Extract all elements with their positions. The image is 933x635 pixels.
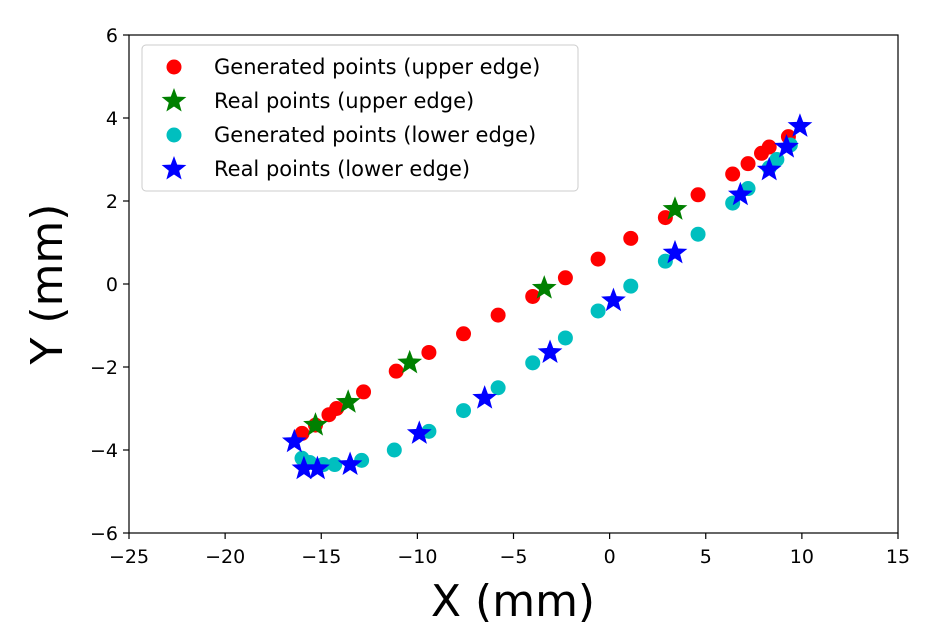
data-point-circle	[761, 139, 777, 155]
data-point-circle	[329, 401, 345, 416]
data-point-star	[662, 239, 688, 264]
data-point-star	[662, 196, 688, 220]
x-tick-label: 5	[700, 546, 712, 568]
x-tick-label: 0	[604, 546, 616, 568]
legend-label: Generated points (lower edge)	[214, 123, 536, 147]
legend-circle-marker	[166, 59, 182, 75]
data-point-circle	[456, 403, 472, 419]
y-tick-label: 4	[106, 108, 118, 130]
data-point-star	[397, 349, 423, 374]
x-tick-label: −5	[499, 546, 527, 568]
y-axis-title: Y (mm)	[22, 204, 73, 366]
data-point-star	[537, 339, 563, 363]
data-point-circle	[525, 288, 541, 304]
data-point-star	[305, 455, 330, 480]
data-point-star	[787, 113, 813, 137]
data-point-circle	[690, 187, 706, 203]
x-tick-label: −25	[109, 546, 149, 568]
data-point-circle	[690, 226, 706, 242]
data-point-star	[472, 385, 498, 409]
legend-circle-marker	[166, 127, 182, 143]
data-point-circle	[421, 344, 437, 360]
data-point-star	[756, 156, 782, 181]
legend-label: Generated points (upper edge)	[214, 55, 540, 79]
data-point-star	[406, 420, 432, 444]
y-tick-label: 2	[106, 191, 118, 213]
data-point-star	[291, 455, 317, 480]
data-point-circle	[294, 425, 310, 441]
data-point-circle	[623, 230, 639, 246]
data-point-star	[601, 287, 626, 312]
x-tick-label: −15	[301, 546, 341, 568]
data-point-star	[281, 428, 307, 453]
series-3	[281, 113, 813, 480]
data-point-star	[727, 181, 753, 206]
x-tick-label: −10	[397, 546, 437, 568]
legend-label: Real points (lower edge)	[214, 157, 470, 181]
data-point-circle	[623, 278, 639, 294]
data-point-star	[337, 451, 363, 476]
data-point-circle	[590, 251, 606, 267]
data-point-circle	[725, 166, 741, 182]
data-point-circle	[557, 330, 573, 346]
y-tick-label: 0	[106, 274, 118, 296]
data-point-circle	[525, 355, 541, 371]
legend-box	[141, 44, 579, 192]
data-point-circle	[590, 303, 606, 319]
legend-label: Real points (upper edge)	[214, 89, 474, 113]
x-axis-title: X (mm)	[431, 576, 595, 627]
data-point-circle	[557, 270, 573, 286]
data-point-circle	[356, 384, 372, 400]
series-1	[303, 196, 688, 436]
y-tick-label: 6	[106, 25, 118, 47]
data-point-star	[774, 134, 799, 158]
data-point-circle	[456, 326, 472, 342]
legend-entries: Generated points (upper edge) Real points…	[161, 55, 540, 181]
x-tick-label: 15	[886, 546, 910, 568]
data-point-circle	[386, 442, 402, 458]
y-tick-label: −4	[90, 440, 118, 462]
x-tick-label: 10	[790, 546, 814, 568]
data-point-circle	[327, 457, 343, 473]
data-point-star	[335, 389, 361, 413]
y-tick-label: −2	[90, 357, 118, 379]
series-layer	[281, 113, 813, 480]
data-point-star	[303, 412, 328, 436]
y-tick-label: −6	[90, 523, 118, 545]
legend: Generated points (upper edge) Real points…	[141, 44, 579, 192]
data-point-circle	[740, 156, 756, 172]
data-point-circle	[490, 307, 506, 323]
legend-star-marker	[161, 88, 187, 112]
data-point-circle	[490, 380, 506, 396]
legend-star-marker	[161, 156, 187, 180]
x-tick-label: −20	[205, 546, 245, 568]
data-point-star	[531, 275, 557, 299]
data-point-circle	[388, 363, 404, 379]
